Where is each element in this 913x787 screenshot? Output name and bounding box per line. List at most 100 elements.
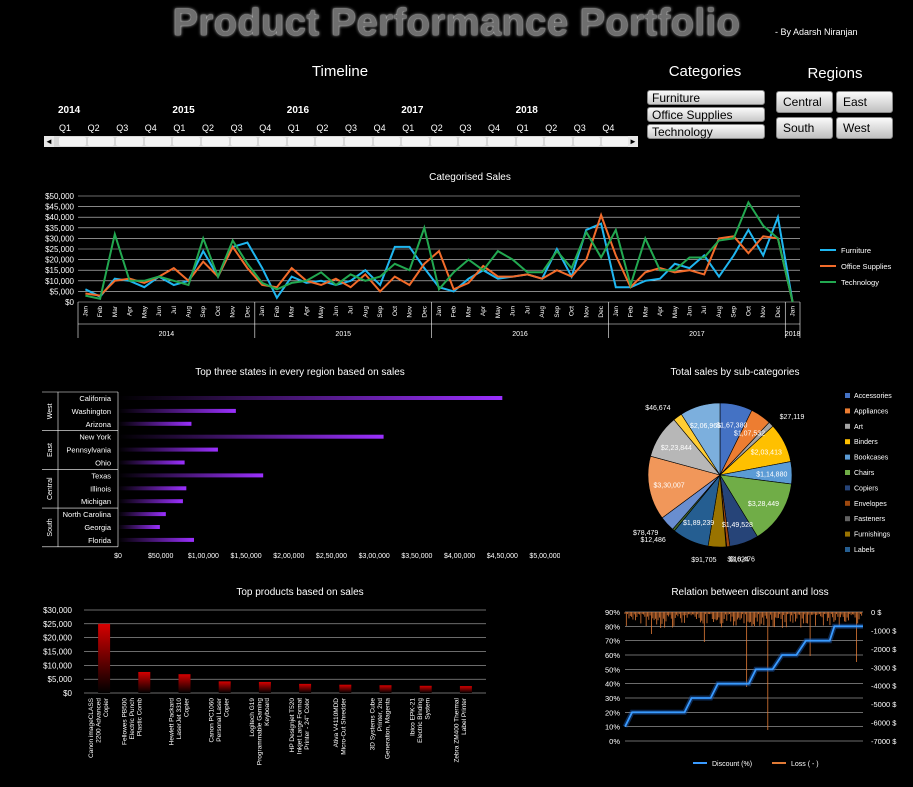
timeline-quarter-segment[interactable] (488, 137, 515, 146)
timeline-quarter-label[interactable]: Q2 (430, 123, 443, 133)
region-group-label: West (47, 403, 54, 419)
timeline-quarter-label[interactable]: Q4 (373, 123, 386, 133)
timeline-quarter-label[interactable]: Q1 (516, 123, 529, 133)
timeline-quarter-label[interactable]: Q2 (87, 123, 100, 133)
pie-legend-label: Labels (854, 547, 875, 554)
state-bar (118, 408, 236, 413)
timeline-quarter-label[interactable]: Q1 (173, 123, 186, 133)
timeline-quarter-label[interactable]: Q4 (602, 123, 615, 133)
timeline-quarter-segment[interactable] (259, 137, 286, 146)
discount-left-tick-label: 90% (605, 608, 620, 617)
sales-series-line-office-supplies (85, 212, 794, 303)
timeline-quarter-segment[interactable] (287, 137, 315, 146)
sales-month-label: Jun (333, 306, 340, 317)
timeline-quarter-segment[interactable] (430, 137, 458, 146)
timeline-quarter-label[interactable]: Q3 (345, 123, 358, 133)
discount-loss-chart: 0% 10% 20% 30% 40% 50% 60% 70% 80% 90% 0 $ -1000 $ -… (605, 608, 897, 768)
discount-loss-title: Relation between discount and loss (671, 587, 829, 598)
timeline-quarter-label[interactable]: Q3 (459, 123, 472, 133)
sales-y-tick-label: $35,000 (45, 224, 74, 233)
timeline-quarter-segment[interactable] (144, 137, 172, 146)
pie-legend-swatch (845, 423, 850, 429)
category-technology-button[interactable]: Technology (647, 124, 765, 139)
subcategory-pie-chart: $1,67,380$1,07,532 $27,119 $2,03,413 $1,14,… (633, 393, 892, 564)
loss-legend-label: Loss ( - ) (791, 761, 819, 768)
timeline-quarter-segment[interactable] (230, 137, 258, 146)
timeline-quarter-label[interactable]: Q3 (230, 123, 243, 133)
timeline-quarter-segment[interactable] (59, 137, 86, 146)
timeline-scroll-left-arrow[interactable]: ◄ (44, 136, 54, 147)
timeline-quarter-segment[interactable] (87, 137, 115, 146)
loss-right-tick-label: -6000 $ (871, 719, 897, 728)
state-bar (118, 525, 160, 529)
region-group-label: South (47, 518, 54, 536)
sales-month-label: Aug (362, 306, 369, 318)
products-y-tick-label: $20,000 (43, 634, 72, 643)
region-east-button[interactable]: East (836, 91, 893, 113)
state-bar (118, 421, 192, 426)
state-x-tick-label: $50,000 (148, 553, 173, 560)
sales-month-label: May (495, 305, 502, 318)
subcategory-pie-title: Total sales by sub-categories (670, 367, 800, 378)
product-label: Canon imageCLASS2200 AdvancedCopier (88, 697, 110, 758)
discount-left-tick-label: 20% (605, 708, 620, 717)
timeline-quarter-label[interactable]: Q4 (259, 123, 272, 133)
timeline-quarter-label[interactable]: Q2 (202, 123, 215, 133)
timeline-quarter-label[interactable]: Q3 (573, 123, 586, 133)
timeline-quarter-segment[interactable] (516, 137, 544, 146)
timeline-quarter-segment[interactable] (573, 137, 601, 146)
timeline-quarter-segment[interactable] (373, 137, 401, 146)
timeline-quarter-segment[interactable] (459, 137, 486, 146)
sales-month-label: May (318, 305, 325, 318)
state-bar (118, 499, 183, 504)
timeline-quarter-segment[interactable] (116, 137, 143, 146)
sales-y-tick-label: $50,000 (45, 192, 74, 201)
timeline-quarter-segment[interactable] (602, 137, 629, 146)
timeline-quarter-segment[interactable] (173, 137, 200, 146)
timeline-quarter-label[interactable]: Q1 (402, 123, 415, 133)
product-label: Zebra ZM400 ThermalLabel Printer (453, 697, 468, 762)
timeline-quarter-label[interactable]: Q2 (545, 123, 558, 133)
timeline-quarter-segment[interactable] (345, 137, 372, 146)
product-bar (98, 623, 111, 693)
timeline-quarter-label[interactable]: Q2 (316, 123, 329, 133)
timeline-quarter-segment[interactable] (316, 137, 343, 146)
timeline-quarter-label[interactable]: Q3 (116, 123, 129, 133)
region-south-button[interactable]: South (776, 117, 833, 139)
state-label: Pennsylvania (66, 446, 111, 455)
timeline-quarter-segment[interactable] (402, 137, 429, 146)
pie-slice-label: $1,89,239 (683, 520, 714, 527)
regions-heading: Regions (807, 65, 863, 82)
state-label: Florida (88, 536, 112, 545)
timeline-year-label: 2017 (401, 105, 424, 116)
state-bar (118, 396, 503, 400)
pie-slice-label: $1,49,528 (722, 522, 753, 529)
timeline-heading: Timeline (311, 63, 369, 80)
sales-month-label: Aug (716, 306, 723, 318)
timeline-quarter-label[interactable]: Q4 (144, 123, 157, 133)
region-group-label: East (47, 443, 54, 457)
sales-month-label: Jul (348, 305, 355, 314)
region-central-button[interactable]: Central (776, 91, 833, 113)
timeline-scroll-right-arrow[interactable]: ► (628, 136, 638, 147)
product-label: Ativa V4110MDDMicro-Cut Shredder (333, 697, 348, 755)
timeline-quarter-label[interactable]: Q1 (59, 123, 72, 133)
sales-y-tick-label: $45,000 (45, 203, 74, 212)
sales-month-label: Apr (657, 305, 664, 316)
sales-year-label: 2014 (159, 331, 175, 338)
pie-legend-swatch (845, 485, 850, 491)
sales-month-label: Jun (686, 306, 693, 317)
timeline-quarter-label[interactable]: Q4 (488, 123, 501, 133)
timeline-year-label: 2018 (515, 105, 538, 116)
timeline-quarter-segment[interactable] (545, 137, 572, 146)
pie-slice-label: $3,30,007 (654, 483, 685, 490)
state-x-tick-label: $1,50,000 (231, 553, 262, 560)
category-furniture-button[interactable]: Furniture (647, 90, 765, 105)
sales-month-label: Sep (554, 306, 561, 318)
timeline-quarter-segment[interactable] (202, 137, 229, 146)
product-label: Canon PC1060Personal LaserCopier (209, 697, 231, 742)
region-west-button[interactable]: West (836, 117, 893, 139)
category-office-supplies-button[interactable]: Office Supplies (647, 107, 765, 122)
sales-month-label: Jan (613, 306, 620, 317)
timeline-quarter-label[interactable]: Q1 (287, 123, 300, 133)
